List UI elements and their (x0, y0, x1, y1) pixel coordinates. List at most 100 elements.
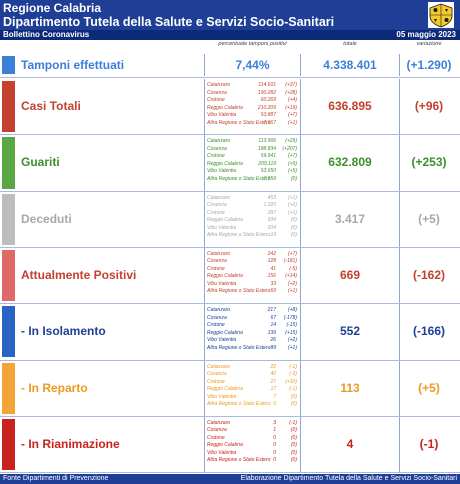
section-total: 552 (339, 324, 361, 339)
province-delta: (0) (290, 224, 297, 231)
province-line: Catanzaro 22 (-1) (207, 364, 297, 372)
section-variation: (-162) (412, 268, 445, 283)
tamponi-variation: (+1.290) (406, 58, 452, 72)
province-line: Catanzaro 114.601 (+37) (207, 82, 297, 90)
province-delta: (0) (290, 442, 297, 449)
column-separator (204, 54, 205, 76)
province-name: Crotone (207, 434, 225, 441)
section-row: - In Rianimazione Catanzaro 3 (-1) Cosenza 1 (… (0, 416, 460, 474)
variation-column-header: variazione (416, 41, 442, 47)
province-line: Cosenza 128 (-181) (207, 258, 297, 266)
province-line: Reggio Calabria 934 (0) (207, 217, 297, 225)
province-list: Catanzaro 242 (+7) Cosenza 128 (-181) Crotone 4… (207, 251, 297, 296)
section-total: 4 (346, 436, 354, 451)
province-line: Vibo Valentia 7 (0) (207, 394, 297, 402)
province-delta: (-181) (283, 258, 297, 265)
province-line: Altra Regione o Stato Estero 19 (0) (207, 232, 297, 240)
province-delta: (+10) (285, 378, 297, 385)
province-name: Reggio Calabria (207, 273, 243, 280)
province-line: Vibo Valentia 204 (0) (207, 225, 297, 233)
column-separator (300, 191, 301, 248)
province-delta: (0) (290, 434, 297, 441)
column-separator (399, 360, 400, 417)
province-line: Reggio Calabria 0 (0) (207, 442, 297, 450)
province-list: Catanzaro 3 (-1) Cosenza 1 (0) Crotone 0 (0) Regg… (207, 420, 297, 465)
column-separator (399, 79, 400, 136)
province-line: Catanzaro 242 (+7) (207, 251, 297, 259)
province-delta: (+14) (285, 273, 297, 280)
province-value: 26 (270, 337, 276, 344)
row-divider (0, 303, 460, 305)
province-line: Crotone 287 (+1) (207, 210, 297, 218)
section-color-bar (2, 362, 15, 414)
province-delta: (0) (290, 217, 297, 224)
province-delta: (+2) (287, 202, 297, 209)
province-line: Crotone 59.941 (+7) (207, 153, 297, 161)
province-value: 60.269 (260, 97, 276, 103)
province-delta: (+37) (285, 82, 297, 88)
column-separator (399, 247, 400, 305)
province-name: Crotone (207, 97, 225, 103)
province-name: Vibo Valentia (207, 393, 237, 400)
column-separator (300, 247, 301, 305)
province-delta: (-3) (289, 371, 297, 377)
section-color-bar (2, 81, 15, 133)
percent-column-header: percentuale tamponi positivi (218, 41, 287, 47)
province-name: Altra Regione o Stato Estero (207, 344, 271, 351)
province-line: Crotone 27 (+10) (207, 379, 297, 387)
province-name: Vibo Valentia (207, 112, 237, 118)
province-delta: (-178) (283, 314, 297, 321)
column-separator (399, 54, 400, 76)
section-variation: (-166) (412, 324, 445, 339)
province-delta: (0) (290, 449, 297, 456)
province-line: Vibo Valentia 53.887 (+7) (207, 112, 297, 120)
province-value: 40 (270, 371, 276, 377)
province-value: 0 (273, 457, 276, 464)
column-separator (399, 191, 400, 248)
column-separator (204, 416, 205, 474)
total-column-header: totale (343, 41, 357, 47)
province-value: 114.601 (258, 82, 276, 88)
column-separator (204, 247, 205, 305)
section-total: 3.417 (334, 211, 366, 226)
section-title: Deceduti (21, 211, 72, 226)
province-value: 0 (273, 442, 276, 449)
province-value: 0 (273, 449, 276, 456)
section-title: Attualmente Positivi (21, 268, 137, 283)
province-delta: (-15) (286, 322, 297, 329)
section-title: - In Isolamento (21, 324, 106, 339)
column-separator (204, 135, 205, 192)
province-line: Cosenza 190.282 (+28) (207, 90, 297, 98)
province-name: Crotone (207, 209, 225, 216)
section-variation: (+5) (418, 211, 440, 226)
province-delta: (+7) (287, 112, 297, 118)
province-list: Catanzaro 22 (-1) Cosenza 40 (-3) Crotone 27 (+1… (207, 364, 297, 409)
section-variation: (+253) (411, 155, 447, 170)
province-value: 59.941 (260, 153, 276, 160)
bulletin-label: Bollettino Coronavirus (3, 30, 90, 39)
section-variation: (-1) (419, 436, 439, 451)
province-name: Cosenza (207, 427, 227, 434)
province-delta: (+2) (287, 280, 297, 287)
province-line: Crotone 41 (-5) (207, 266, 297, 274)
section-variation: (+5) (418, 380, 440, 395)
section-row: Casi Totali Catanzaro 114.601 (+37) Cosenza 1… (0, 79, 460, 136)
province-name: Crotone (207, 322, 225, 329)
province-delta: (+19) (285, 104, 297, 111)
section-title: - In Rianimazione (21, 436, 120, 451)
province-list: Catanzaro 114.601 (+37) Cosenza 190.282 (+28)… (207, 82, 297, 127)
province-value: 33 (270, 280, 276, 287)
province-delta: (+7) (287, 153, 297, 160)
province-line: Cosenza 67 (-178) (207, 315, 297, 323)
province-value: 27 (270, 378, 276, 385)
province-name: Vibo Valentia (207, 337, 237, 344)
province-value: 287 (267, 209, 276, 216)
row-divider (0, 77, 460, 78)
row-divider (0, 359, 460, 361)
province-value: 3 (273, 419, 276, 426)
province-delta: (-1) (289, 419, 297, 426)
province-value: 0 (273, 401, 276, 407)
province-name: Catanzaro (207, 138, 231, 145)
province-name: Vibo Valentia (207, 449, 237, 456)
province-line: Altra Regione o Stato Estero 7.667 (+1) (207, 120, 297, 128)
